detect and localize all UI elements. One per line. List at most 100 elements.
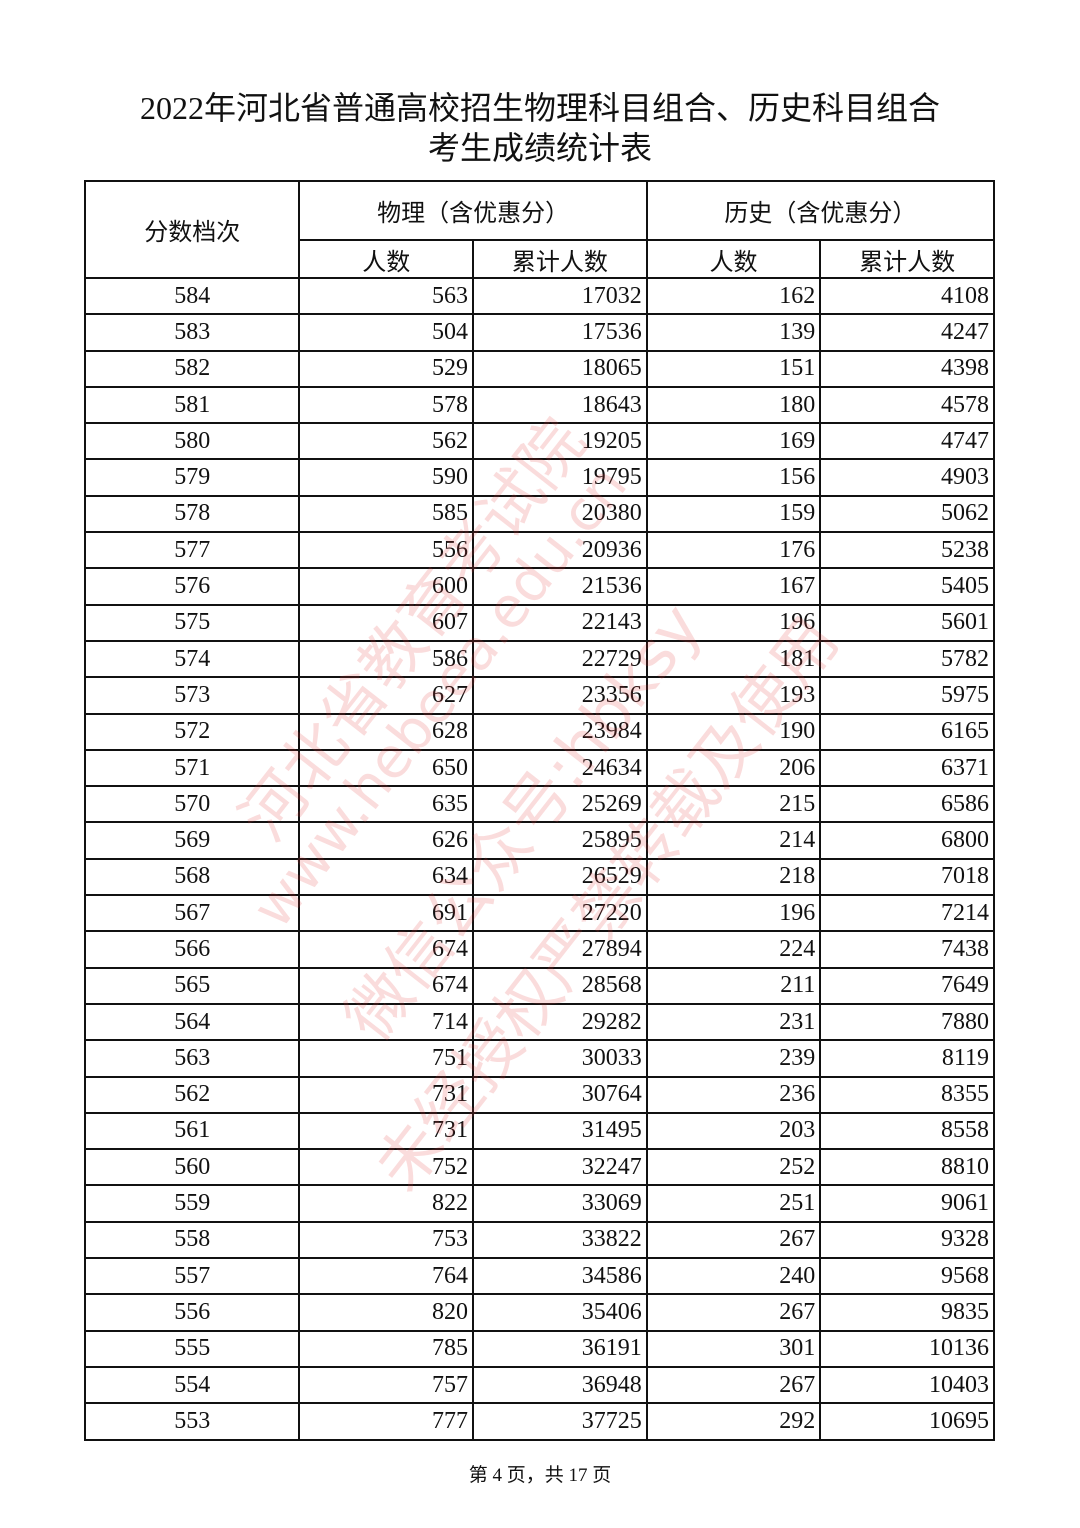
cell-history-count: 156 [645,458,822,497]
header-score-band: 分数档次 [83,180,301,279]
cell-score: 581 [83,385,301,425]
cell-physics-count: 600 [298,567,475,606]
cell-history-cumulative: 4108 [819,276,995,316]
cell-physics-cumulative: 34586 [472,1257,648,1296]
table-row: 558 753 33822 267 9328 [83,1220,995,1260]
cell-physics-count: 674 [298,930,475,969]
cell-physics-count: 635 [298,785,475,824]
cell-history-cumulative: 7649 [819,966,995,1005]
cell-physics-count: 628 [298,712,475,751]
cell-physics-count: 714 [298,1002,475,1042]
cell-history-count: 215 [645,785,822,824]
cell-history-cumulative: 5062 [819,494,995,534]
cell-physics-cumulative: 20936 [472,531,648,570]
cell-physics-cumulative: 20380 [472,494,648,534]
cell-history-cumulative: 7214 [819,894,995,933]
table-row: 562 731 30764 236 8355 [83,1075,995,1114]
table-row: 569 626 25895 214 6800 [83,821,995,860]
cell-physics-count: 691 [298,894,475,933]
cell-history-count: 176 [645,531,822,570]
cell-history-cumulative: 7438 [819,930,995,969]
cell-score: 563 [83,1039,301,1078]
cell-history-cumulative: 9835 [819,1293,995,1332]
cell-history-count: 169 [645,422,822,461]
table-row: 567 691 27220 196 7214 [83,894,995,933]
cell-score: 574 [83,639,301,679]
page-subtitle: 考生成绩统计表 [427,130,652,166]
cell-physics-cumulative: 28568 [472,966,648,1005]
cell-physics-cumulative: 30764 [472,1075,648,1114]
table-row: 573 627 23356 193 5975 [83,676,995,715]
cell-score: 573 [83,676,301,715]
cell-score: 571 [83,748,301,788]
table-row: 576 600 21536 167 5405 [83,567,995,606]
cell-score: 562 [83,1075,301,1114]
cell-history-cumulative: 5405 [819,567,995,606]
cell-score: 558 [83,1220,301,1260]
cell-history-count: 159 [645,494,822,534]
cell-score: 583 [83,313,301,352]
cell-history-count: 252 [645,1148,822,1187]
cell-physics-count: 529 [298,349,475,388]
cell-history-cumulative: 10695 [819,1402,995,1441]
header-history-cumulative: 累计人数 [819,239,995,279]
cell-score: 579 [83,458,301,497]
cell-score: 555 [83,1329,301,1368]
cell-physics-cumulative: 24634 [472,748,648,788]
cell-history-count: 224 [645,930,822,969]
cell-physics-count: 650 [298,748,475,788]
cell-history-cumulative: 6165 [819,712,995,751]
table-row: 577 556 20936 176 5238 [83,531,995,570]
cell-score: 577 [83,531,301,570]
cell-history-cumulative: 9061 [819,1184,995,1223]
cell-score: 582 [83,349,301,388]
table-row: 575 607 22143 196 5601 [83,603,995,642]
cell-history-count: 139 [645,313,822,352]
table-row: 564 714 29282 231 7880 [83,1002,995,1042]
cell-history-cumulative: 5238 [819,531,995,570]
cell-history-count: 180 [645,385,822,425]
cell-physics-cumulative: 17032 [472,276,648,316]
cell-physics-cumulative: 30033 [472,1039,648,1078]
cell-history-count: 267 [645,1293,822,1332]
cell-history-cumulative: 6800 [819,821,995,860]
cell-history-count: 211 [645,966,822,1005]
header-physics-count: 人数 [298,239,475,279]
cell-history-count: 193 [645,676,822,715]
cell-physics-count: 578 [298,385,475,425]
cell-physics-count: 634 [298,857,475,897]
table-row: 560 752 32247 252 8810 [83,1148,995,1187]
table-row: 584 563 17032 162 4108 [83,276,995,316]
cell-score: 560 [83,1148,301,1187]
cell-physics-cumulative: 26529 [472,857,648,897]
cell-physics-cumulative: 19205 [472,422,648,461]
cell-history-cumulative: 7018 [819,857,995,897]
cell-physics-count: 820 [298,1293,475,1332]
cell-physics-cumulative: 25269 [472,785,648,824]
cell-score: 568 [83,857,301,897]
cell-history-cumulative: 4247 [819,313,995,352]
table-row: 580 562 19205 169 4747 [83,422,995,461]
cell-score: 554 [83,1365,301,1405]
cell-history-count: 267 [645,1220,822,1260]
table-row: 563 751 30033 239 8119 [83,1039,995,1078]
cell-score: 566 [83,930,301,969]
cell-score: 565 [83,966,301,1005]
cell-history-cumulative: 4903 [819,458,995,497]
cell-score: 578 [83,494,301,534]
cell-history-cumulative: 9328 [819,1220,995,1260]
cell-history-count: 251 [645,1184,822,1223]
cell-history-count: 181 [645,639,822,679]
page-title: 2022年河北省普通高校招生物理科目组合、历史科目组合 [139,90,940,126]
cell-physics-count: 504 [298,313,475,352]
cell-physics-count: 586 [298,639,475,679]
cell-physics-cumulative: 36191 [472,1329,648,1368]
cell-history-cumulative: 7880 [819,1002,995,1042]
table-row: 579 590 19795 156 4903 [83,458,995,497]
cell-history-count: 292 [645,1402,822,1441]
cell-physics-cumulative: 32247 [472,1148,648,1187]
header-physics-cumulative: 累计人数 [472,239,648,279]
table-row: 571 650 24634 206 6371 [83,748,995,788]
cell-physics-count: 590 [298,458,475,497]
cell-history-cumulative: 5975 [819,676,995,715]
